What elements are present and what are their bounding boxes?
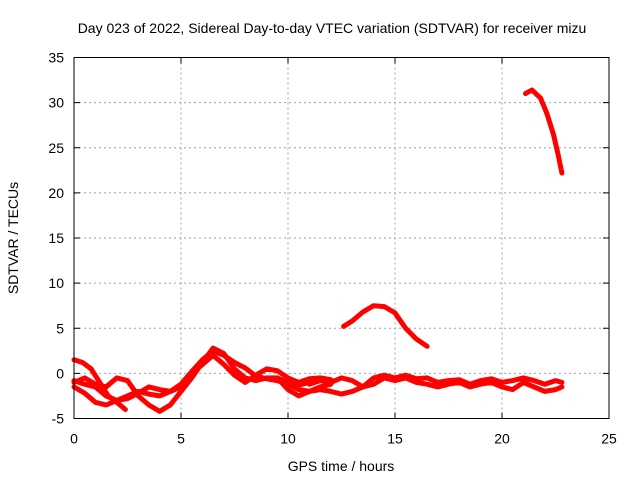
- series-line-track-5: [274, 375, 565, 399]
- y-tick-label: -5: [52, 411, 65, 427]
- chart-title: Day 023 of 2022, Sidereal Day-to-day VTE…: [78, 20, 587, 36]
- y-tick-label: 30: [48, 95, 64, 111]
- x-tick-label: 25: [601, 431, 617, 447]
- x-tick-label: 5: [177, 431, 185, 447]
- series-line-track-3: [71, 345, 312, 414]
- y-tick-label: 0: [56, 365, 64, 381]
- series-line-track-8: [523, 87, 565, 176]
- y-tick-label: 20: [48, 185, 64, 201]
- tick-layer: 0 5 10 15 20 25 -5 0 5 10 15 20 25 30 35: [48, 50, 617, 447]
- x-axis-label: GPS time / hours: [288, 458, 395, 474]
- x-tick-label: 15: [387, 431, 403, 447]
- series-line-track-7: [341, 303, 430, 349]
- series-line-track-6: [306, 372, 565, 390]
- y-tick-label: 10: [48, 275, 64, 291]
- series-layer: [71, 87, 565, 414]
- y-tick-label: 35: [48, 50, 64, 66]
- grid-layer: [74, 57, 609, 419]
- x-tick-label: 10: [280, 431, 296, 447]
- y-tick-label: 25: [48, 140, 64, 156]
- series-line-track-4: [71, 352, 334, 403]
- y-axis-label: SDTVAR / TECUs: [5, 182, 21, 294]
- y-tick-label: 5: [56, 320, 64, 336]
- x-tick-label: 20: [494, 431, 510, 447]
- y-tick-label: 15: [48, 230, 64, 246]
- x-tick-label: 0: [70, 431, 78, 447]
